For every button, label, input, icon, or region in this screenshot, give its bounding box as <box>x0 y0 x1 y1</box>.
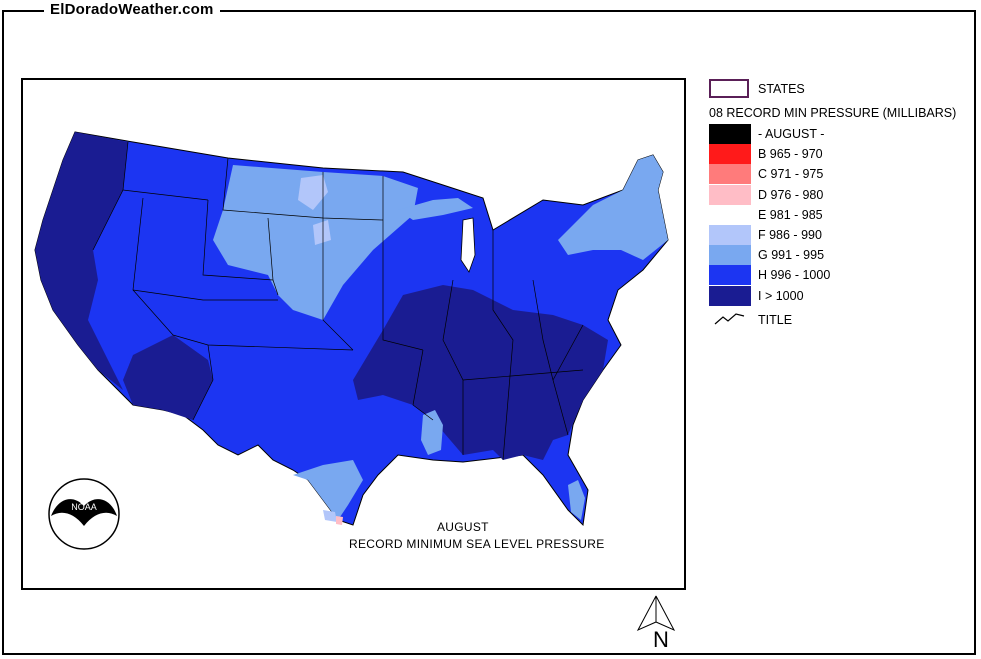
legend-item: - AUGUST - <box>708 124 978 144</box>
florida-light-region <box>568 480 585 520</box>
noaa-logo-text: NOAA <box>71 502 97 512</box>
legend-item: D 976 - 980 <box>708 184 978 205</box>
north-arrow-icon <box>636 595 676 632</box>
legend-label: G 991 - 995 <box>758 248 825 263</box>
legend-label: B 965 - 970 <box>758 147 823 162</box>
legend-swatch <box>709 124 751 144</box>
legend-item: C 971 - 975 <box>708 164 978 185</box>
legend-label: E 981 - 985 <box>758 207 823 222</box>
us-pressure-map: NOAA <box>34 131 669 550</box>
legend-swatch <box>709 184 751 205</box>
map-panel: NOAA AUGUST RECORD MINIMUM SEA LEVEL PRE… <box>21 78 686 590</box>
great-lakes-light-region <box>398 198 473 220</box>
title-line-icon <box>714 313 745 325</box>
states-swatch <box>709 79 749 98</box>
legend-swatch <box>709 225 751 245</box>
legend-label: F 986 - 990 <box>758 228 822 242</box>
map-caption-description: RECORD MINIMUM SEA LEVEL PRESSURE <box>349 537 605 551</box>
west-coast-dark-region <box>35 132 128 390</box>
noaa-logo: NOAA <box>48 478 120 550</box>
gulf-coast-light-region <box>421 410 443 455</box>
legend-label: I > 1000 <box>758 288 804 303</box>
legend-swatch <box>709 285 751 306</box>
legend-item: I > 1000 <box>708 285 978 306</box>
northeast-light-region <box>558 155 668 260</box>
legend-label: C 971 - 975 <box>758 167 824 182</box>
page-frame <box>2 10 976 655</box>
legend-item: G 991 - 995 <box>708 245 978 266</box>
north-dakota-lighter-spot <box>298 175 328 210</box>
states-label: STATES <box>758 82 805 96</box>
legend-title: 08 RECORD MIN PRESSURE (MILLIBARS) <box>709 106 957 120</box>
texas-tip-pink-spot <box>336 516 343 525</box>
legend-label: - AUGUST - <box>758 127 825 141</box>
title-line-label: TITLE <box>758 313 793 327</box>
legend-item: B 965 - 970 <box>708 144 978 165</box>
map-caption-month: AUGUST <box>437 520 489 534</box>
state-boundary-lines <box>92 141 584 461</box>
legend-label: H 996 - 1000 <box>758 268 831 283</box>
north-label: N <box>653 627 669 652</box>
legend-item: H 996 - 1000 <box>708 265 978 286</box>
legend-item: F 986 - 990 <box>708 225 978 245</box>
legend-swatch <box>709 245 751 266</box>
texas-tip-lighter-spot <box>323 510 337 522</box>
legend-item: E 981 - 985 <box>708 204 978 225</box>
legend-swatch <box>709 265 751 286</box>
legend-swatch <box>709 164 751 185</box>
legend-swatch <box>709 144 751 165</box>
legend-label: D 976 - 980 <box>758 187 824 202</box>
south-dakota-lighter-spot <box>313 220 331 245</box>
site-title: ElDoradoWeather.com <box>44 1 220 18</box>
lake-michigan <box>460 217 476 273</box>
texas-coast-light-region <box>293 460 363 520</box>
arizona-dark-region <box>123 335 213 420</box>
legend-swatch <box>709 204 751 225</box>
southeast-dark-region <box>353 285 608 460</box>
